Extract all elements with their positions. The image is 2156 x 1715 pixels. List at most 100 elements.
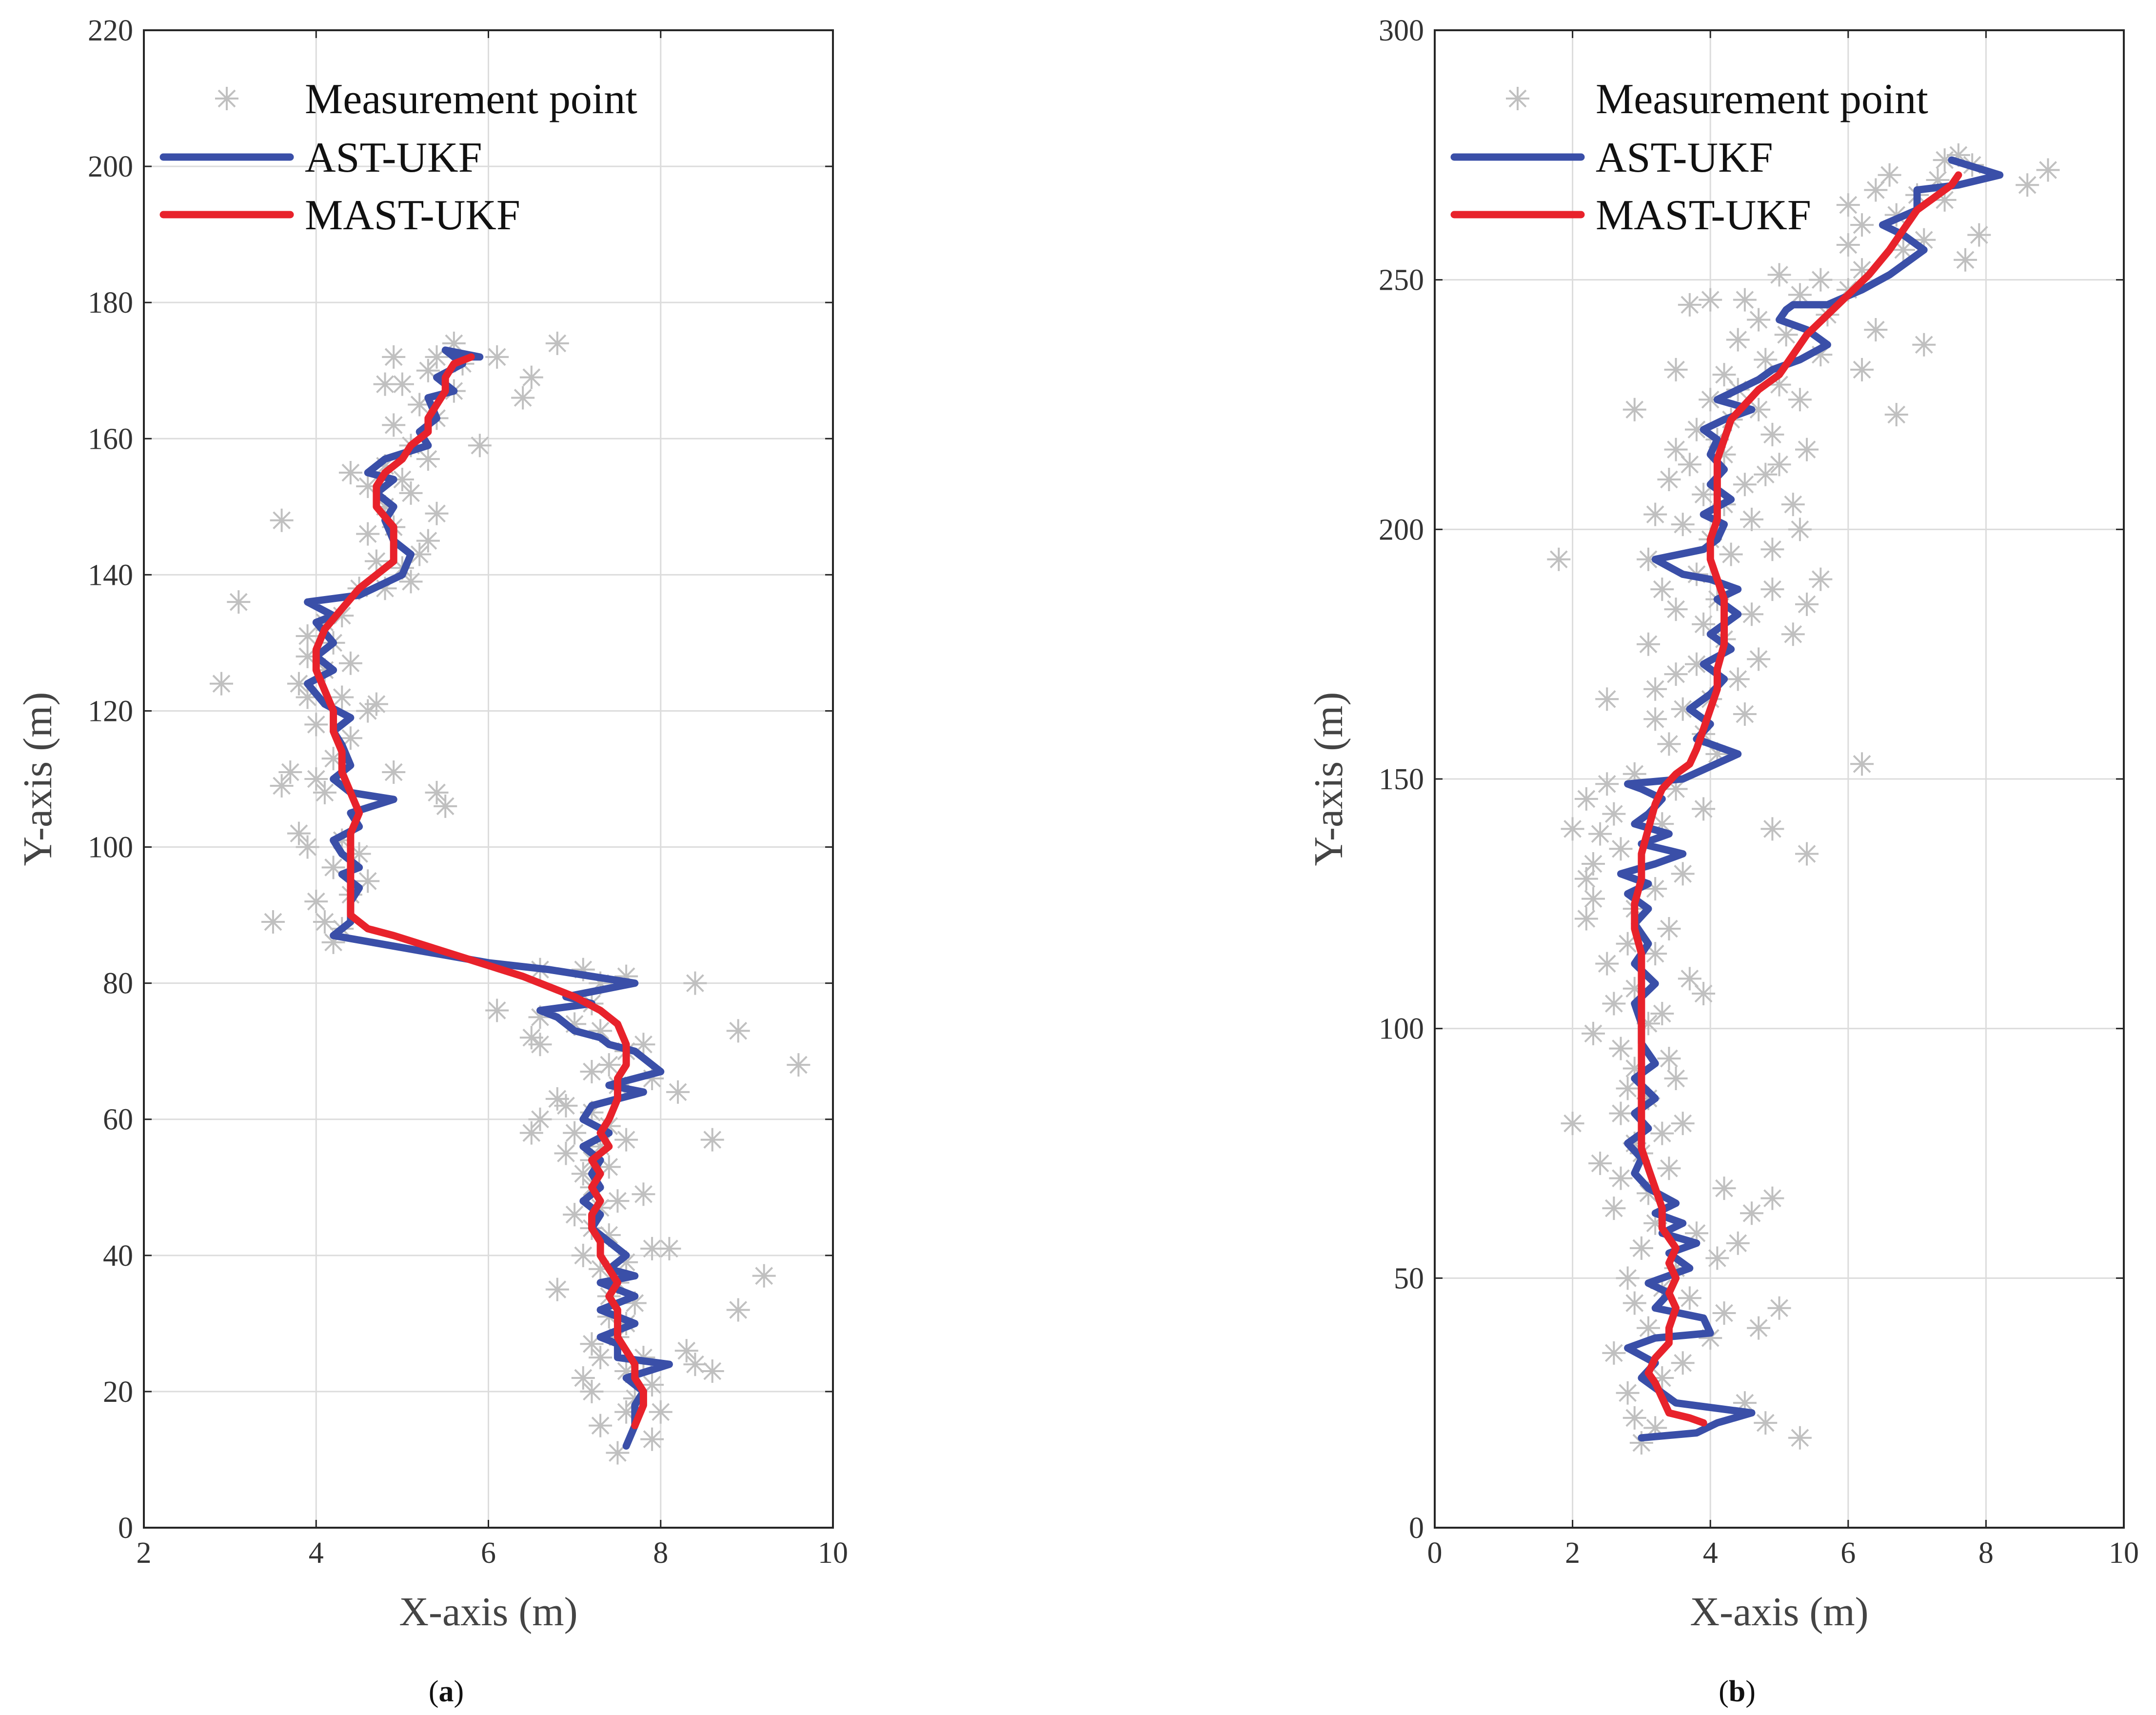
measurement-point-marker (1891, 238, 1915, 262)
measurement-point-marker (726, 1019, 750, 1043)
measurement-point-marker (649, 1400, 673, 1424)
measurement-point-marker (657, 1236, 681, 1260)
measurement-point-marker (1850, 358, 1874, 381)
measurement-point-marker (399, 481, 423, 505)
y-tick-label: 60 (103, 1103, 133, 1137)
measurement-point-marker (1760, 1186, 1784, 1210)
measurement-point-marker (545, 331, 569, 355)
measurement-point-marker (1933, 148, 1957, 172)
measurement-point-marker (1705, 742, 1729, 766)
x-axis-label: X-axis (m) (1690, 1589, 1868, 1635)
measurement-point-marker (1692, 612, 1716, 636)
measurement-point-marker (700, 1359, 724, 1383)
y-tick-label: 160 (88, 422, 133, 456)
measurement-point-marker (528, 1033, 552, 1057)
measurement-point-marker (1712, 363, 1736, 387)
y-tick-label: 120 (88, 695, 133, 728)
y-tick-label: 250 (1379, 264, 1424, 297)
measurement-point-marker (1726, 328, 1750, 352)
measurement-point-marker (1747, 1316, 1771, 1340)
x-tick-label: 0 (1427, 1536, 1443, 1570)
measurement-point-marker (1678, 1286, 1701, 1310)
panel-caption: (a) (429, 1675, 464, 1708)
measurement-point-marker (1733, 473, 1757, 497)
measurement-point-marker (640, 1236, 664, 1260)
measurement-point-marker (2016, 173, 2039, 197)
measurement-point-marker (1747, 398, 1771, 421)
measurement-point-marker (1740, 1201, 1763, 1225)
measurement-point-marker (1643, 707, 1667, 731)
measurement-point-marker (580, 1060, 604, 1084)
measurement-point-marker (1622, 762, 1646, 786)
measurement-point-marker (1643, 677, 1667, 701)
measurement-point-marker (1774, 323, 1798, 347)
measurement-point-marker (1609, 1101, 1633, 1125)
measurement-point-marker (1650, 1121, 1674, 1145)
measurement-point-marker (614, 1359, 638, 1383)
measurement-point-marker (296, 835, 319, 859)
measurement-point-marker (1609, 837, 1633, 861)
measurement-point-marker (1637, 1316, 1661, 1340)
measurement-point-marker (597, 1155, 621, 1179)
legend-label: AST-UKF (1596, 134, 1773, 181)
measurement-point-marker (1699, 1326, 1722, 1350)
measurement-point-marker (545, 1277, 569, 1301)
measurement-point-marker (1643, 1211, 1667, 1235)
y-tick-label: 0 (1409, 1512, 1424, 1545)
x-tick-label: 2 (137, 1536, 152, 1570)
measurement-point-marker (1637, 1012, 1661, 1036)
caption-open: ( (1719, 1675, 1729, 1708)
measurement-point-marker (1788, 518, 1812, 541)
measurement-point-marker (1678, 967, 1701, 991)
x-tick-label: 6 (481, 1536, 496, 1570)
measurement-point-marker (1809, 567, 1833, 591)
measurement-point-marker (1760, 817, 1784, 841)
x-tick-label: 8 (653, 1536, 668, 1570)
legend-measurement-marker (1506, 87, 1529, 110)
measurement-point-marker (356, 522, 380, 546)
measurement-point-marker (364, 692, 388, 716)
measurement-point-marker (571, 1366, 595, 1390)
measurement-point-marker (571, 1243, 595, 1267)
measurement-point-marker (1933, 188, 1957, 212)
measurement-point-marker (1795, 438, 1819, 461)
measurement-point-marker (278, 760, 302, 784)
measurement-point-marker (1740, 602, 1763, 626)
measurement-point-marker (330, 604, 354, 628)
measurement-point-marker (1912, 228, 1936, 252)
measurement-point-marker (580, 1332, 604, 1356)
measurement-point-marker (1671, 513, 1695, 537)
measurement-point-marker (752, 1264, 776, 1288)
measurement-point-marker (425, 501, 449, 525)
measurement-point-marker (614, 1250, 638, 1274)
measurement-point-marker (563, 1012, 587, 1036)
measurement-point-marker (1788, 1426, 1812, 1450)
measurement-point-marker (1760, 578, 1784, 601)
measurement-point-marker (1622, 1132, 1646, 1156)
measurement-point-marker (589, 1019, 613, 1043)
measurement-point-marker (1809, 268, 1833, 292)
y-tick-label: 300 (1379, 14, 1424, 47)
measurement-point-marker (1747, 647, 1771, 671)
measurement-point-marker (1643, 942, 1667, 966)
measurement-point-marker (1788, 283, 1812, 307)
legend: Measurement point AST-UKF MAST-UKF (1450, 76, 1928, 239)
measurement-point-marker (528, 1005, 552, 1029)
measurement-point-marker (425, 345, 449, 369)
measurement-point-marker (1616, 1266, 1640, 1290)
measurement-point-marker (563, 1121, 587, 1145)
measurement-point-marker (1884, 402, 1908, 426)
measurement-point-marker (1699, 288, 1722, 312)
series-measurement-point (209, 331, 811, 1465)
measurement-point-marker (606, 1441, 630, 1465)
measurement-point-marker (1692, 482, 1716, 506)
measurement-point-marker (485, 998, 509, 1022)
measurement-point-marker (313, 658, 336, 682)
measurement-point-marker (1836, 193, 1860, 217)
measurement-point-marker (1664, 777, 1688, 801)
measurement-point-marker (416, 359, 440, 382)
measurement-point-marker (1547, 547, 1571, 571)
measurement-point-marker (1678, 293, 1701, 317)
measurement-point-marker (511, 386, 535, 410)
